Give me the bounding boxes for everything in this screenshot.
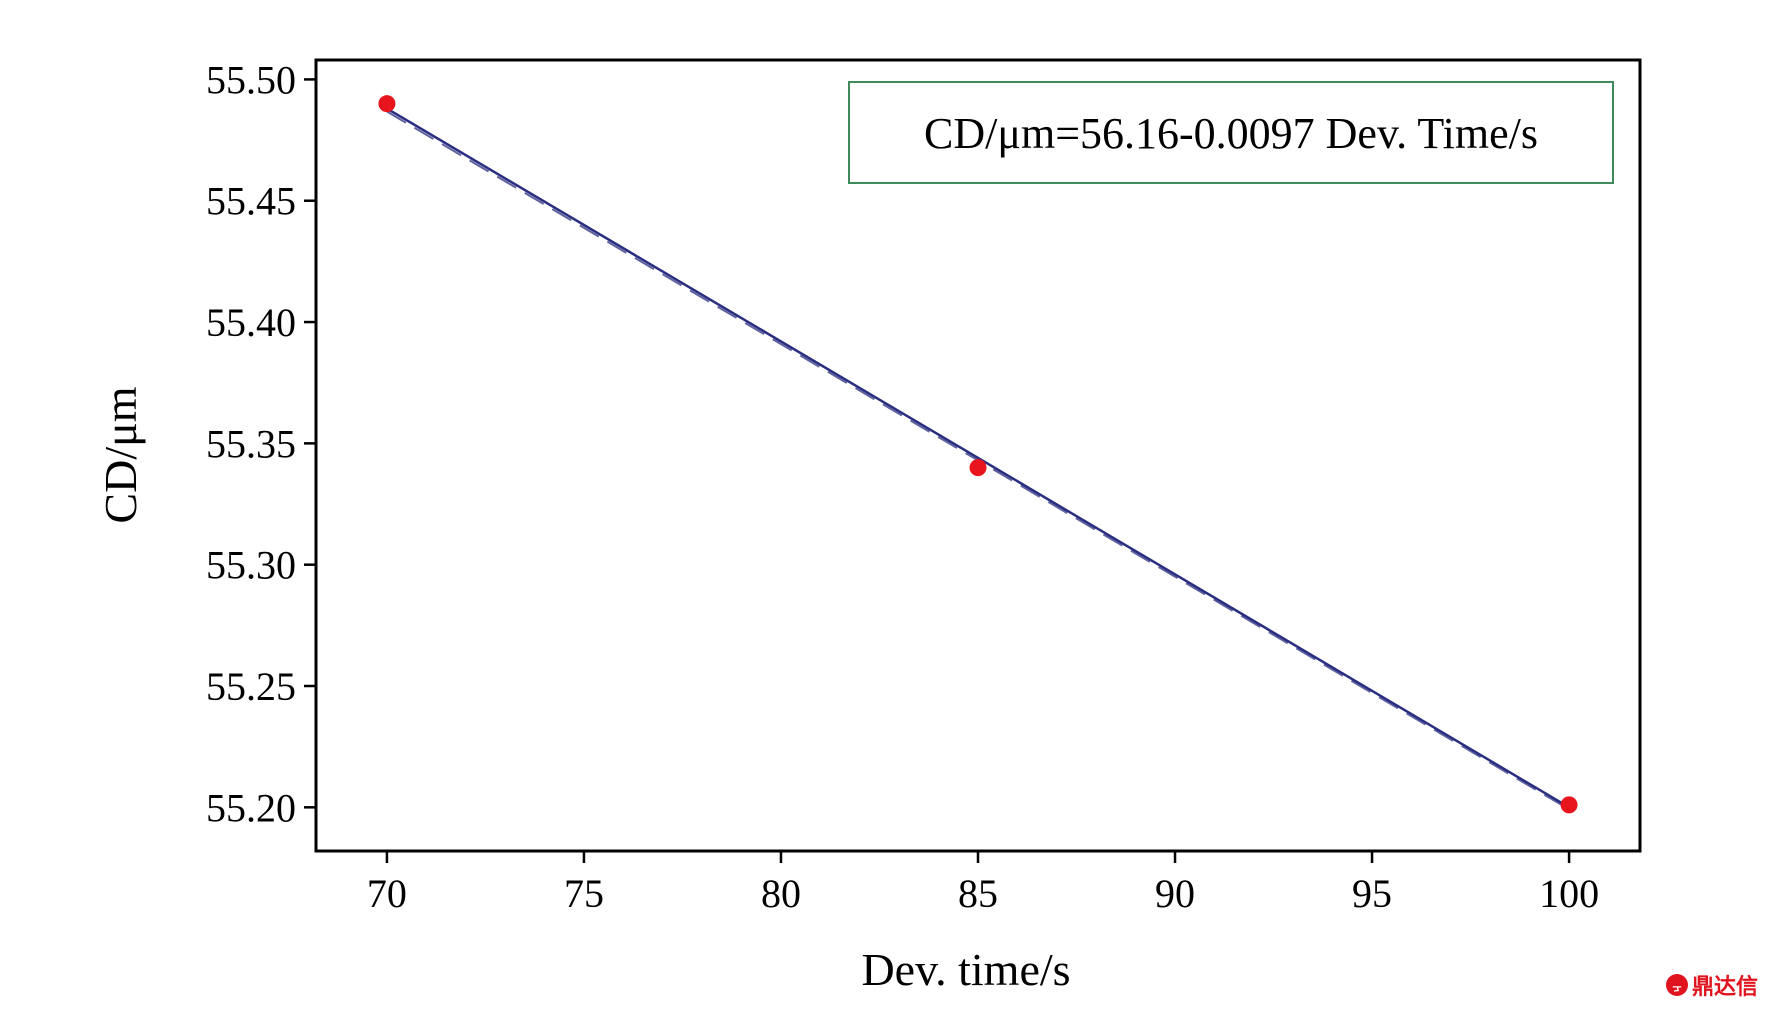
y-tick-label: 55.50: [206, 57, 296, 102]
x-tick-label: 100: [1539, 871, 1599, 916]
y-tick-label: 55.30: [206, 543, 296, 588]
data-point: [969, 459, 987, 477]
x-tick-label: 75: [564, 871, 604, 916]
y-tick-label: 55.20: [206, 785, 296, 830]
x-tick-label: 80: [761, 871, 801, 916]
equation-box: [848, 81, 1614, 184]
x-tick-label: 85: [958, 871, 998, 916]
data-point: [1560, 796, 1578, 814]
x-tick-label: 95: [1352, 871, 1392, 916]
equation-text: CD/μm=56.16-0.0097 Dev. Time/s: [924, 109, 1538, 158]
y-axis: 55.20 55.25 55.30 55.35 55.40 55.45 55.50: [206, 57, 316, 830]
y-tick-label: 55.25: [206, 664, 296, 709]
x-tick-label: 70: [367, 871, 407, 916]
fit-line: [386, 107, 1570, 809]
watermark: ᠴ 鼎达信: [1665, 969, 1758, 1001]
watermark-text: 鼎达信: [1691, 975, 1758, 1000]
x-tick-label: 90: [1155, 871, 1195, 916]
y-tick-label: 55.35: [206, 421, 296, 466]
y-tick-label: 55.45: [206, 179, 296, 224]
x-axis: 70 75 80 85 90 95 100: [367, 851, 1599, 916]
data-points: [378, 95, 1578, 814]
equation-annotation: CD/μm=56.16-0.0097 Dev. Time/s: [848, 81, 1614, 184]
y-axis-title: CD/μm: [95, 386, 146, 523]
data-point: [378, 95, 396, 113]
logo-icon: ᠴ: [1665, 974, 1688, 996]
y-tick-label: 55.40: [206, 300, 296, 345]
fit-line-group: [386, 107, 1570, 811]
x-axis-title: Dev. time/s: [861, 944, 1070, 995]
